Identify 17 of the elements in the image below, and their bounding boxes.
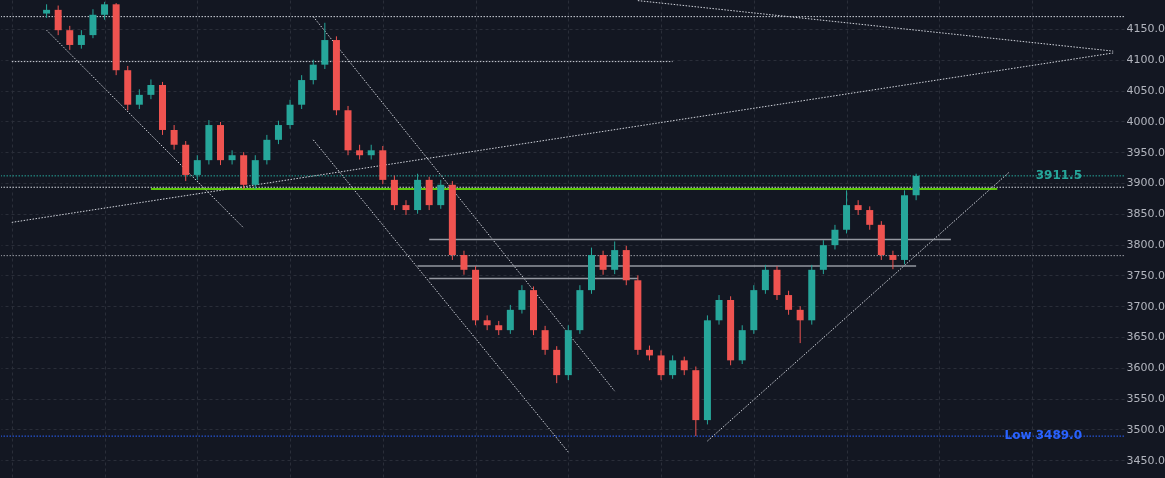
y-tick-label: 3600.0 bbox=[1126, 361, 1165, 375]
y-tick-label: 4150.0 bbox=[1126, 22, 1165, 36]
ref-line-label: 3911.5 bbox=[1035, 167, 1082, 182]
y-tick-label: 4000.0 bbox=[1126, 114, 1165, 128]
ref-line-label: Low 3489.0 bbox=[1004, 428, 1082, 443]
y-tick-label: 3750.0 bbox=[1126, 268, 1165, 282]
y-tick-label: 4050.0 bbox=[1126, 84, 1165, 98]
y-tick-label: 3450.0 bbox=[1126, 453, 1165, 467]
y-tick-label: 4100.0 bbox=[1126, 53, 1165, 67]
y-tick-label: 3700.0 bbox=[1126, 299, 1165, 313]
y-tick-label: 3900.0 bbox=[1126, 176, 1165, 190]
y-tick-label: 3550.0 bbox=[1126, 392, 1165, 406]
y-tick-label: 3800.0 bbox=[1126, 238, 1165, 252]
y-tick-label: 3650.0 bbox=[1126, 330, 1165, 344]
y-tick-label: 3950.0 bbox=[1126, 145, 1165, 159]
y-tick-label: 3850.0 bbox=[1126, 207, 1165, 221]
y-tick-label: 3500.0 bbox=[1126, 422, 1165, 436]
